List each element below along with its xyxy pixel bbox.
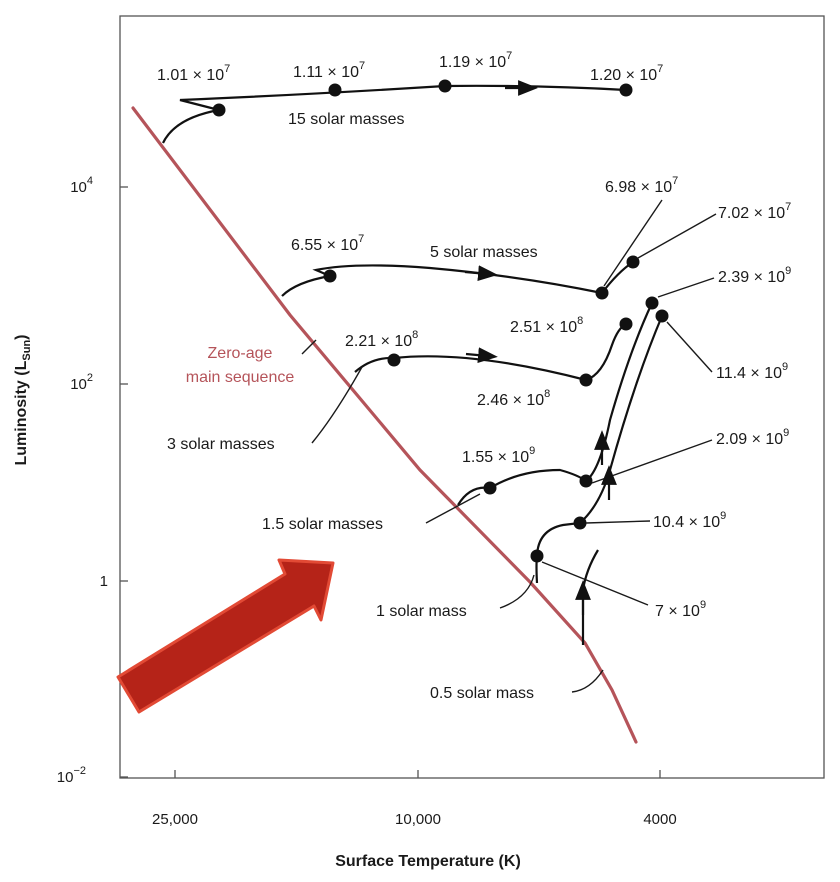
- data-point: [655, 309, 669, 323]
- data-point: [573, 516, 587, 530]
- track-name: 5 solar masses: [430, 244, 538, 261]
- data-point: [387, 353, 401, 367]
- age-label: 2.09 × 109: [716, 427, 789, 448]
- y-tick-label: 10−2: [57, 765, 86, 786]
- age-label: 1.11 × 107: [293, 60, 365, 81]
- age-label: 2.39 × 109: [718, 265, 791, 286]
- age-label: 10.4 × 109: [653, 510, 726, 531]
- label-pointer: [603, 199, 663, 287]
- age-label: 6.55 × 107: [291, 233, 364, 254]
- y-tick-label: 102: [70, 372, 93, 393]
- track-15-solar-masses: 1.01 × 107 1.11 × 107 1.19 × 107 1.20 × …: [157, 50, 663, 144]
- x-axis: 25,000 10,000 4000 Surface Temperature (…: [152, 770, 677, 870]
- zams-label: Zero-age main sequence: [186, 345, 295, 386]
- track-name: 0.5 solar mass: [430, 685, 534, 702]
- x-tick-label: 10,000: [395, 811, 441, 828]
- label-pointer: [637, 213, 717, 259]
- age-label: 6.98 × 107: [605, 175, 678, 196]
- data-point: [438, 79, 452, 93]
- label-pointer: [499, 574, 535, 609]
- y-tick-label: 104: [70, 175, 93, 196]
- plot-frame: [119, 15, 825, 779]
- age-label: 7.02 × 107: [718, 201, 791, 222]
- label-pointer: [311, 366, 363, 444]
- data-point: [530, 549, 544, 563]
- x-axis-title: Surface Temperature (K): [335, 853, 521, 870]
- track-name: 1.5 solar masses: [262, 516, 383, 533]
- y-axis: 104 102 1 10−2 Luminosity (LSun): [13, 175, 128, 786]
- label-pointer: [585, 520, 651, 524]
- label-pointer: [666, 321, 713, 373]
- age-label: 2.21 × 108: [345, 329, 418, 350]
- track-name: 3 solar masses: [167, 436, 275, 453]
- track-3-solar-masses: 2.21 × 108 2.46 × 108 2.51 × 108 3 solar…: [167, 315, 633, 453]
- data-point: [579, 373, 593, 387]
- age-label: 1.01 × 107: [157, 63, 230, 84]
- x-tick-label: 25,000: [152, 811, 198, 828]
- track-0-5-solar-mass: 0.5 solar mass: [430, 549, 604, 702]
- zams-label-pointer: [301, 339, 317, 355]
- data-point: [619, 317, 633, 331]
- data-point: [645, 296, 659, 310]
- zams-curve: [131, 106, 638, 744]
- age-label: 2.46 × 108: [477, 388, 550, 409]
- age-label: 7 × 109: [655, 599, 706, 620]
- data-point: [579, 474, 593, 488]
- track-name: 15 solar masses: [288, 111, 405, 128]
- label-pointer: [657, 277, 715, 298]
- label-pointer: [425, 493, 481, 524]
- data-point: [483, 481, 497, 495]
- track-1-solar-mass: 7 × 109 10.4 × 109 11.4 × 109 2.39 × 109…: [376, 265, 791, 620]
- data-point: [626, 255, 640, 269]
- y-tick-label: 1: [100, 573, 108, 590]
- label-pointer: [541, 561, 649, 606]
- age-label: 1.19 × 107: [439, 50, 512, 71]
- label-pointer: [571, 669, 604, 693]
- track-5-solar-masses: 6.55 × 107 6.98 × 107 7.02 × 107 5 solar…: [281, 175, 791, 300]
- y-axis-title: Luminosity (LSun): [13, 335, 33, 466]
- data-point: [595, 286, 609, 300]
- x-tick-label: 4000: [643, 811, 676, 828]
- age-label: 2.51 × 108: [510, 315, 583, 336]
- data-point: [328, 83, 342, 97]
- data-point: [212, 103, 226, 117]
- age-label: 1.55 × 109: [462, 445, 535, 466]
- data-point: [619, 83, 633, 97]
- data-point: [323, 269, 337, 283]
- annotation-arrow: [116, 558, 335, 714]
- track-name: 1 solar mass: [376, 603, 467, 620]
- age-label: 11.4 × 109: [716, 361, 788, 382]
- age-label: 1.20 × 107: [590, 63, 663, 84]
